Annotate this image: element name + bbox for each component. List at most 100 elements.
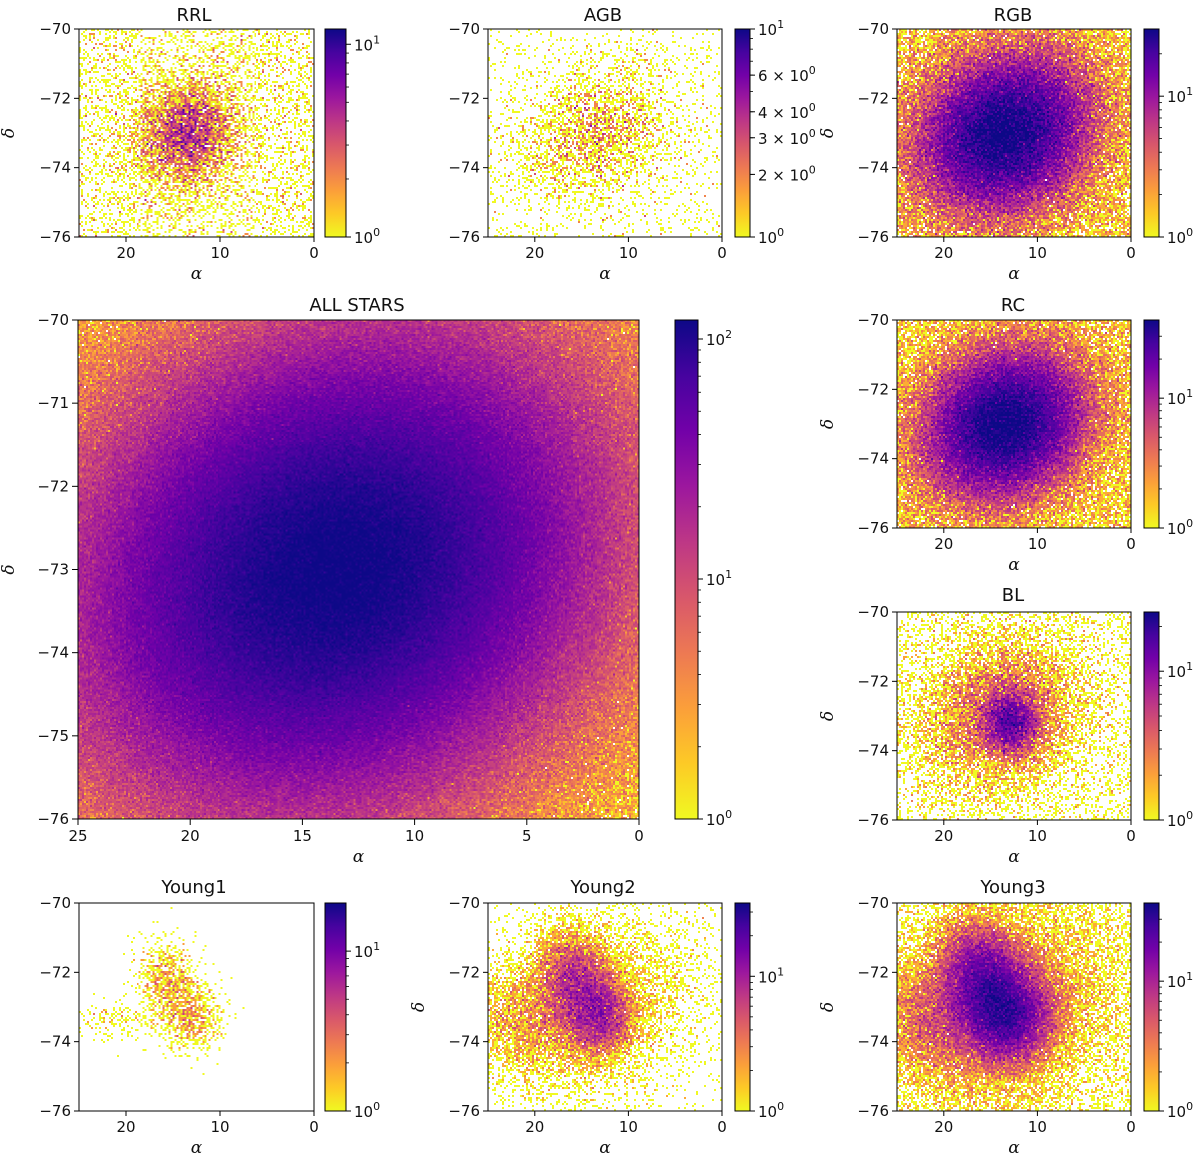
colorbar-tick-label: 100 [1167, 809, 1193, 830]
y-tick-label: −72 [448, 963, 480, 981]
y-tick-label: −70 [37, 311, 69, 329]
colorbar [1143, 319, 1160, 529]
y-tick-label: −74 [857, 742, 889, 760]
x-tick-label: 20 [525, 1118, 544, 1136]
colorbar-tick-label: 101 [1167, 970, 1193, 991]
y-tick-label: −70 [448, 894, 480, 912]
colorbar-tick-exponent: 1 [373, 33, 380, 46]
y-tick-label: −74 [39, 159, 71, 177]
x-tick-label: 15 [293, 827, 312, 845]
colorbar-tick-base: 3 × 10 [758, 130, 809, 148]
x-tick-label: 10 [619, 1118, 638, 1136]
x-tick-label: 0 [634, 827, 644, 845]
colorbar-tick-base: 10 [758, 1103, 777, 1121]
colorbar-tick-base: 6 × 10 [758, 67, 809, 85]
x-tick-label: 0 [1126, 827, 1136, 845]
heatmap-cells [79, 29, 314, 237]
colorbar-tick-exponent: 0 [777, 1100, 784, 1113]
colorbar-tick-exponent: 0 [373, 1100, 380, 1113]
colorbar-tick-exponent: 1 [1186, 970, 1193, 983]
x-axis-label: α [1008, 555, 1020, 575]
colorbar [1143, 28, 1160, 238]
colorbar-tick-exponent: 1 [777, 18, 784, 31]
colorbar-tick-base: 2 × 10 [758, 166, 809, 184]
colorbar-tick-label: 100 [1167, 226, 1193, 247]
y-tick-label: −70 [39, 20, 71, 38]
y-tick-label: −70 [857, 311, 889, 329]
colorbar-tick-label: 101 [354, 940, 380, 961]
panel-all-stars: ALL STARS 25 20 15 10 5 0−70−71−72−73−74−75−7… [0, 295, 732, 867]
heatmap-cells [488, 29, 722, 237]
heatmap-cells [897, 320, 1131, 528]
colorbar-tick-label: 101 [758, 18, 784, 39]
colorbar-tick-exponent: 1 [777, 965, 784, 978]
y-tick-label: −76 [857, 1102, 889, 1120]
panel-title: BL [1002, 585, 1024, 606]
y-tick-label: −72 [39, 89, 71, 107]
colorbar-tick-label: 102 [706, 328, 732, 349]
y-tick-label: −72 [857, 963, 889, 981]
x-tick-label: 0 [717, 1118, 727, 1136]
colorbar-tick-base: 10 [758, 21, 777, 39]
y-tick-label: −72 [39, 963, 71, 981]
colorbar-tick-exponent: 0 [809, 101, 816, 114]
heatmap-cells [488, 903, 722, 1111]
axes-frame [896, 28, 1132, 238]
colorbar-tick-label: 101 [354, 33, 380, 54]
colorbar-tick-base: 10 [1167, 229, 1186, 247]
axes-frame [896, 611, 1132, 821]
colorbar-tick-base: 10 [1167, 1103, 1186, 1121]
y-tick-label: −76 [448, 1102, 480, 1120]
x-axis-label: α [353, 847, 365, 867]
x-tick-label: 10 [1028, 827, 1047, 845]
colorbar-tick-base: 10 [354, 943, 373, 961]
y-tick-label: −73 [37, 561, 69, 579]
colorbar-tick-base: 10 [758, 968, 777, 986]
y-tick-label: −72 [37, 477, 69, 495]
y-tick-label: −72 [857, 89, 889, 107]
x-tick-label: 10 [619, 244, 638, 262]
colorbar-tick-label: 2 × 100 [758, 163, 816, 184]
colorbar-tick-label: 100 [354, 1100, 380, 1121]
colorbar-tick-exponent: 1 [1186, 387, 1193, 400]
colorbar-tick-exponent: 0 [373, 226, 380, 239]
axes-frame [896, 319, 1132, 529]
colorbar-tick-exponent: 1 [1186, 85, 1193, 98]
colorbar [324, 902, 347, 1112]
panel-title: Young3 [979, 877, 1045, 898]
colorbar-tick-label: 101 [1167, 85, 1193, 106]
colorbar [734, 902, 751, 1112]
y-tick-label: −74 [857, 159, 889, 177]
colorbar-tick-base: 4 × 10 [758, 104, 809, 122]
colorbar-tick-base: 10 [1167, 88, 1186, 106]
x-tick-label: 20 [116, 244, 135, 262]
colorbar-tick-label: 100 [758, 1100, 784, 1121]
axes-frame [487, 28, 723, 238]
y-axis-label: δ [0, 564, 19, 574]
panel-title: RC [1001, 295, 1025, 316]
x-axis-label: α [191, 1138, 203, 1158]
y-tick-label: −74 [857, 450, 889, 468]
x-tick-label: 0 [1126, 535, 1136, 553]
y-tick-label: −74 [857, 1033, 889, 1051]
heatmap-cells [897, 29, 1131, 237]
axes-frame [78, 28, 315, 238]
panel-title: Young2 [569, 877, 635, 898]
colorbar-tick-exponent: 1 [725, 568, 732, 581]
colorbar-tick-base: 10 [1167, 390, 1186, 408]
colorbar-tick-base: 10 [706, 571, 725, 589]
y-tick-label: −76 [448, 228, 480, 246]
x-tick-label: 0 [309, 244, 319, 262]
axes-frame [896, 902, 1132, 1112]
x-tick-label: 20 [934, 1118, 953, 1136]
panel-title: AGB [584, 5, 622, 26]
y-tick-label: −72 [448, 89, 480, 107]
colorbar-tick-exponent: 0 [809, 64, 816, 77]
colorbar [324, 28, 347, 238]
